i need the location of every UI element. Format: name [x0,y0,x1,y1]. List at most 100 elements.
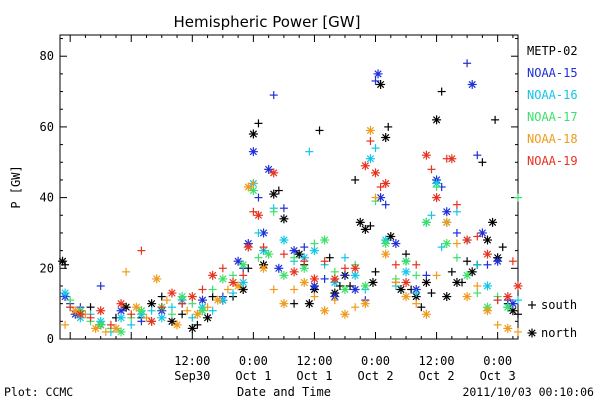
south-point [384,122,393,131]
south-point [259,243,268,252]
north-point [279,299,289,309]
south-point [463,257,472,266]
south-point [491,115,500,124]
north-point [233,256,243,266]
chart-title: Hemispheric Power [GW] [174,13,361,31]
series-noaa-17 [66,183,522,337]
south-point [300,243,309,252]
south-point [391,260,400,269]
south-point [371,267,380,276]
north-point [238,277,248,287]
north-point [96,320,106,330]
north-point [279,235,289,245]
north-point [421,277,431,287]
south-point [300,257,309,266]
north-point [131,302,141,312]
north-point [482,306,492,316]
x-tick-label: 0:00 [483,354,512,368]
south-point [203,303,212,312]
north-point [421,309,431,319]
north-point [167,316,177,326]
legend-entry: NOAA-19 [527,154,578,168]
north-point [187,292,197,302]
north-point [381,133,391,143]
north-point [488,217,498,227]
south-point [473,289,482,298]
south-point [122,267,131,276]
south-point [346,281,355,290]
south-point [412,271,421,280]
south-point [310,239,319,248]
south-point [305,147,314,156]
north-point [218,274,228,284]
legend-entry: NOAA-17 [527,110,578,124]
north-point [421,217,431,227]
north-point [365,125,375,135]
y-tick-label: 80 [40,49,54,63]
north-point [376,193,386,203]
x-tick-date-label: Oct 1 [235,369,271,383]
south-point [458,278,467,287]
south-point [193,320,202,329]
legend-entry: METP-02 [527,44,578,58]
south-point [229,289,238,298]
x-axis-label: Date and Time [237,385,331,399]
south-point [427,165,436,174]
north-point [248,147,258,157]
north-point [136,306,146,316]
north-point [360,161,370,171]
north-point [462,235,472,245]
south-point [325,253,334,262]
south-point [254,119,263,128]
north-point [192,309,202,319]
north-point [96,306,106,316]
south-point [101,327,110,336]
south-point [254,228,263,237]
north-point [248,186,258,196]
north-point [467,267,477,277]
north-point [365,154,375,164]
south-point [86,313,95,322]
south-point [417,303,426,312]
north-point [482,281,492,291]
north-point [264,249,274,259]
south-point [61,320,70,329]
south-point [371,144,380,153]
north-point [172,320,182,330]
south-point [239,271,248,280]
south-point [315,126,324,135]
south-point [178,299,187,308]
north-point [203,313,213,323]
south-point [147,306,156,315]
south-point [412,299,421,308]
north-point [269,168,279,178]
north-point [368,277,378,287]
north-point [396,285,406,295]
south-point [508,257,517,266]
south-point [412,260,421,269]
north-point [477,228,487,238]
north-point [289,267,299,277]
south-point [335,281,344,290]
plot-credit: Plot: CCMC [4,385,73,399]
north-point [91,323,101,333]
south-point [320,274,329,283]
marker-legend-label: south [541,298,577,312]
north-point [116,299,126,309]
south-point [366,137,375,146]
north-point [309,246,319,256]
north-point [243,182,253,192]
north-point [233,281,243,291]
north-point [381,249,391,259]
north-point [197,306,207,316]
south-point [254,193,263,202]
south-point [330,296,339,305]
north-point [442,217,452,227]
north-point [167,288,177,298]
south-point [473,260,482,269]
series-noaa-18 [61,125,522,336]
south-point [249,207,258,216]
legend: METP-02 NOAA-15 NOAA-16 NOAA-17 NOAA-18 NOAA-… [527,44,578,168]
south-point [61,260,70,269]
